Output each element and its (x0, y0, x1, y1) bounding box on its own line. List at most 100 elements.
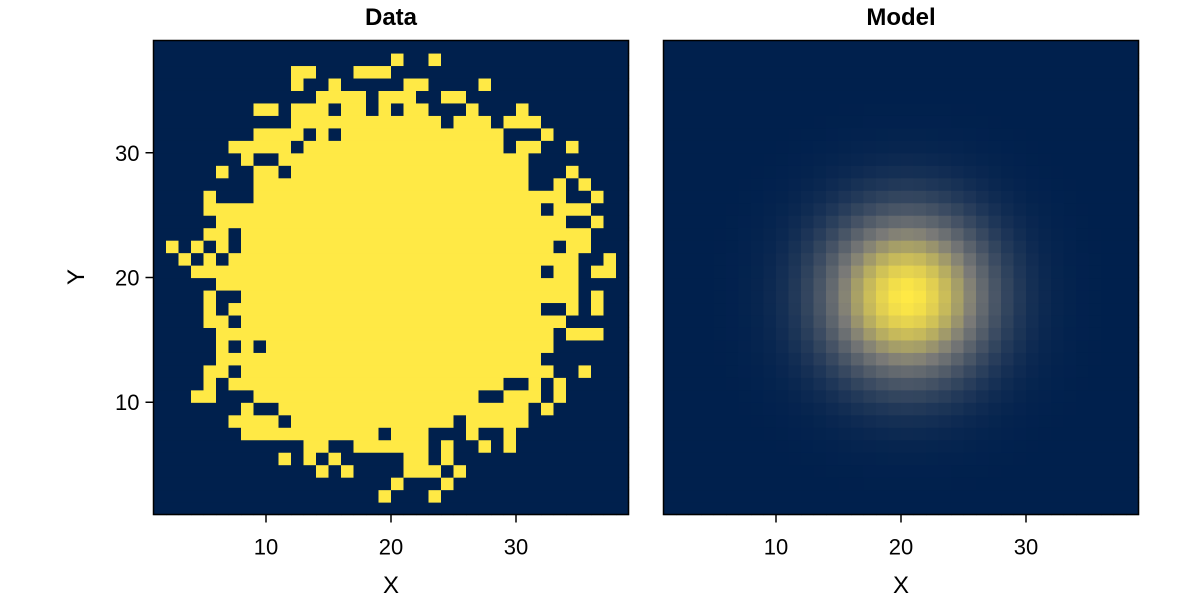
model-heatmap-cell (851, 115, 865, 129)
model-heatmap-cell (701, 152, 715, 166)
data-heatmap-cell (203, 77, 217, 91)
data-heatmap-cell (216, 65, 230, 79)
model-heatmap-cell (701, 489, 715, 503)
model-heatmap-cell (1013, 452, 1027, 466)
data-heatmap-cell (153, 140, 167, 154)
model-heatmap-cell (851, 364, 865, 378)
data-heatmap-cell (591, 302, 605, 316)
data-heatmap-cell (441, 289, 455, 304)
data-heatmap-cell (491, 52, 505, 67)
data-heatmap-cell (603, 489, 617, 503)
data-heatmap-cell (616, 127, 630, 141)
model-heatmap-cell (813, 402, 827, 416)
model-heatmap-cell (1026, 115, 1040, 129)
data-heatmap-cell (203, 464, 217, 478)
model-heatmap-cell (813, 165, 827, 179)
data-heatmap-cell (316, 502, 330, 516)
data-heatmap-cell (616, 414, 630, 428)
data-heatmap-cell (378, 152, 392, 166)
data-heatmap-cell (291, 327, 305, 341)
model-heatmap-cell (963, 302, 977, 316)
data-heatmap-cell (253, 464, 267, 478)
data-heatmap-cell (616, 165, 630, 179)
model-heatmap-cell (801, 215, 815, 229)
data-heatmap-cell (216, 52, 230, 67)
model-heatmap-cell (863, 452, 877, 466)
model-heatmap-cell (801, 40, 815, 54)
data-heatmap-cell (591, 502, 605, 516)
data-heatmap-cell (253, 40, 267, 54)
model-heatmap-cell (801, 427, 815, 441)
model-heatmap-cell (963, 177, 977, 191)
data-heatmap-cell (466, 77, 480, 91)
model-heatmap-cell (751, 452, 765, 466)
data-heatmap-cell (391, 364, 405, 378)
model-heatmap-cell (763, 240, 777, 254)
data-heatmap-cell (178, 77, 192, 91)
data-heatmap-cell (403, 389, 417, 403)
data-heatmap-cell (478, 277, 492, 291)
data-heatmap-cell (203, 277, 217, 291)
data-heatmap-cell (491, 414, 505, 428)
model-heatmap-cell (963, 502, 977, 516)
data-heatmap-cell (566, 215, 580, 229)
data-heatmap-cell (266, 502, 280, 516)
model-heatmap-cell (1038, 339, 1052, 353)
model-heatmap-cell (788, 215, 802, 229)
model-heatmap-cell (1051, 402, 1065, 416)
model-heatmap-cell (1051, 477, 1065, 491)
model-heatmap-cell (1088, 414, 1102, 428)
model-heatmap-cell (988, 252, 1002, 266)
model-heatmap-cell (1126, 477, 1140, 491)
model-heatmap-cell (1113, 77, 1127, 91)
data-heatmap-cell (316, 65, 330, 79)
model-heatmap-cell (926, 215, 940, 229)
model-heatmap-cell (901, 240, 915, 254)
model-heatmap-cell (951, 252, 965, 266)
model-heatmap-cell (913, 439, 927, 453)
data-heatmap-cell (216, 452, 230, 466)
data-heatmap-cell (578, 389, 592, 403)
data-heatmap-cell (378, 165, 392, 179)
model-heatmap-cell (1076, 439, 1090, 453)
data-heatmap-cell (316, 115, 330, 129)
model-heatmap-cell (1051, 215, 1065, 229)
model-heatmap-cell (1113, 377, 1127, 391)
data-heatmap-cell (541, 489, 555, 503)
model-heatmap-cell (726, 364, 740, 378)
model-heatmap-cell (988, 215, 1002, 229)
data-heatmap-cell (366, 314, 380, 328)
data-heatmap-cell (153, 115, 167, 129)
model-heatmap-cell (688, 389, 702, 403)
data-heatmap-cell (603, 127, 617, 141)
data-heatmap-cell (528, 464, 542, 478)
data-heatmap-cell (316, 402, 330, 416)
data-heatmap-cell (178, 327, 192, 341)
model-heatmap-cell (988, 277, 1002, 291)
model-heatmap-cell (1113, 115, 1127, 129)
data-heatmap-cell (503, 152, 517, 166)
model-heatmap-cell (726, 314, 740, 328)
model-heatmap-cell (1013, 364, 1027, 378)
data-heatmap-cell (541, 202, 555, 216)
data-heatmap-cell (553, 314, 567, 328)
model-heatmap-cell (851, 477, 865, 491)
data-heatmap-cell (491, 240, 505, 254)
model-heatmap-cell (888, 65, 902, 79)
model-heatmap-cell (1038, 177, 1052, 191)
data-heatmap-cell (241, 102, 255, 116)
data-heatmap-cell (366, 452, 380, 466)
data-heatmap-cell (241, 302, 255, 316)
data-heatmap-cell (178, 115, 192, 129)
data-heatmap-cell (616, 252, 630, 266)
data-heatmap-cell (253, 90, 267, 104)
data-heatmap-cell (528, 339, 542, 353)
model-heatmap-cell (726, 202, 740, 216)
data-heatmap-cell (453, 65, 467, 79)
model-heatmap-cell (1088, 177, 1102, 191)
model-heatmap-cell (863, 314, 877, 328)
data-heatmap-cell (503, 40, 517, 54)
data-heatmap-cell (278, 389, 292, 403)
model-heatmap-cell (813, 289, 827, 304)
model-heatmap-cell (838, 152, 852, 166)
